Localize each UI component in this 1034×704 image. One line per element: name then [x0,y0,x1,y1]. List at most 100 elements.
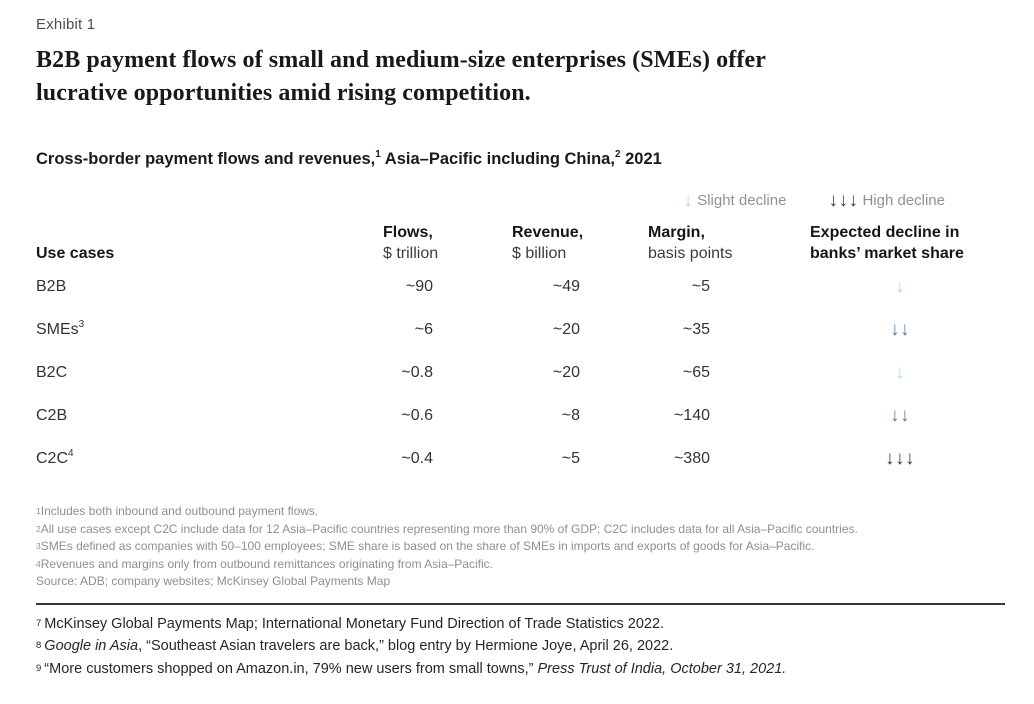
down-arrow-icon: ↓↓ [890,318,910,340]
use-case-name: SMEs [36,320,79,338]
reference-number: 7 [36,617,42,629]
reference-number: 9 [36,662,42,674]
footnote-2: 2All use cases except C2C include data f… [36,521,975,539]
reference-8: 8 Google in Asia, “Southeast Asian travel… [36,635,975,658]
source-line: Source: ADB; company websites; McKinsey … [36,574,391,588]
reference-text-italic: Press Trust of India, October 31, 2021. [537,660,787,677]
footnote-number: 2 [36,523,41,534]
use-case-name: C2C [36,449,69,467]
footnote-3: 3SMEs defined as companies with 50–100 e… [36,538,975,556]
row-label: C2B [36,407,383,425]
subtitle-year: 2021 [620,150,662,168]
footnote-text: Revenues and margins only from outbound … [40,556,493,571]
references-block: 7 McKinsey Global Payments Map; Internati… [36,613,975,681]
row-label: B2C [36,364,383,382]
footnote-text: Includes both inbound and outbound payme… [40,504,319,518]
page-title-line2: lucrative opportunities amid rising comp… [36,80,531,106]
header-revenue-title: Revenue, [512,224,584,241]
revenue-value: ~49 [552,277,580,295]
footnote-text: All use cases except C2C include data fo… [40,521,858,536]
footnote-4: 4Revenues and margins only from outbound… [36,556,975,574]
flows-value: ~6 [414,320,433,338]
table-row-b2c: B2C ~0.8 ~20 ~65 ↓ [36,351,975,394]
subtitle-footnote-ref-1: 1 [375,149,381,160]
footnote-number: 3 [36,541,41,551]
chart-subtitle: Cross-border payment flows and revenues,… [36,149,975,169]
decline-indicator: ↓↓ [810,320,990,340]
revenue-value: ~5 [561,449,580,467]
footnote-ref: 3 [78,318,85,330]
footnote-text: SMEs defined as companies with 50–100 em… [40,539,815,553]
header-margin-title: Margin, [648,224,705,241]
decline-legend: ↓ Slight decline ↓↓↓ High decline [36,190,975,210]
down-arrow-icon: ↓ [895,275,905,297]
exhibit-page: Exhibit 1 B2B payment flows of small and… [36,16,1005,681]
table-row-smes: SMEs3 ~6 ~20 ~35 ↓↓ [36,308,975,351]
decline-indicator: ↓ [810,363,990,383]
reference-text-italic: Google in Asia [44,638,139,654]
header-flows-title: Flows, [383,224,433,241]
down-arrow-icon: ↓↓↓ [885,447,915,469]
header-expected-decline: Expected decline in banks’ market share [810,222,990,264]
row-label: B2B [36,278,383,296]
decline-indicator: ↓↓↓ [810,449,990,469]
header-revenue-unit: $ billion [512,245,567,262]
margin-value: ~5 [691,277,710,295]
revenue-value: ~20 [552,320,580,338]
down-arrow-icon: ↓↓ [890,404,910,426]
legend-label-high: High decline [862,191,945,209]
table-header-row: Use cases Flows, $ trillion Revenue, $ b… [36,222,975,264]
exhibit-label: Exhibit 1 [36,16,96,33]
reference-text: “More customers shopped on Amazon.in, 79… [44,660,538,677]
page-title-line1: B2B payment flows of small and medium-si… [36,47,766,73]
header-flows: Flows, $ trillion [383,222,439,264]
revenue-value: ~20 [552,363,580,381]
legend-item-high-decline: ↓↓↓ High decline [828,191,945,210]
reference-7: 7 McKinsey Global Payments Map; Internati… [36,613,975,636]
row-label: SMEs3 [36,318,383,339]
subtitle-text: Asia–Pacific including China, [380,150,615,168]
footnotes-block: 1Includes both inbound and outbound paym… [36,503,975,591]
down-arrow-icon: ↓↓↓ [828,189,859,211]
table-row-c2c: C2C4 ~0.4 ~5 ~380 ↓↓↓ [36,437,975,480]
legend-label-slight: Slight decline [697,191,787,209]
reference-text: McKinsey Global Payments Map; Internatio… [44,615,665,632]
footnote-number: 1 [36,506,41,516]
flows-value: ~0.4 [401,449,433,467]
use-case-name: B2C [36,363,68,381]
down-arrow-icon: ↓ [895,361,905,383]
header-margin-unit: basis points [648,245,733,262]
header-flows-unit: $ trillion [383,245,439,262]
table-row-b2b: B2B ~90 ~49 ~5 ↓ [36,265,975,308]
reference-text: , “Southeast Asian travelers are back,” … [138,638,674,654]
table-row-c2b: C2B ~0.6 ~8 ~140 ↓↓ [36,394,975,437]
footnote-number: 4 [36,558,41,569]
down-arrow-icon: ↓ [683,189,694,211]
margin-value: ~140 [673,406,710,424]
flows-value: ~0.8 [401,363,433,381]
header-use-cases: Use cases [36,245,115,262]
legend-item-slight-decline: ↓ Slight decline [683,191,786,210]
decline-indicator: ↓↓ [810,406,990,426]
margin-value: ~380 [673,449,710,467]
page-title: B2B payment flows of small and medium-si… [36,44,975,110]
decline-indicator: ↓ [810,277,990,297]
table-body: B2B ~90 ~49 ~5 ↓ SMEs3 ~6 ~20 ~35 ↓↓ B2C… [36,265,975,480]
use-case-name: C2B [36,406,68,424]
footnote-ref: 4 [68,447,74,459]
subtitle-footnote-ref-2: 2 [614,149,621,160]
header-decline-title: Expected decline in banks’ market share [810,224,964,262]
flows-value: ~90 [405,277,433,295]
header-revenue: Revenue, $ billion [512,222,584,264]
margin-value: ~65 [682,363,710,381]
flows-value: ~0.6 [401,406,433,424]
row-label: C2C4 [36,447,383,468]
header-margin: Margin, basis points [648,222,733,264]
footnote-1: 1Includes both inbound and outbound paym… [36,503,975,521]
divider-rule [36,602,1005,605]
subtitle-text: Cross-border payment flows and revenues, [36,150,376,168]
use-case-name: B2B [36,277,67,295]
margin-value: ~35 [682,320,710,338]
revenue-value: ~8 [561,406,580,424]
reference-number: 8 [36,640,42,651]
